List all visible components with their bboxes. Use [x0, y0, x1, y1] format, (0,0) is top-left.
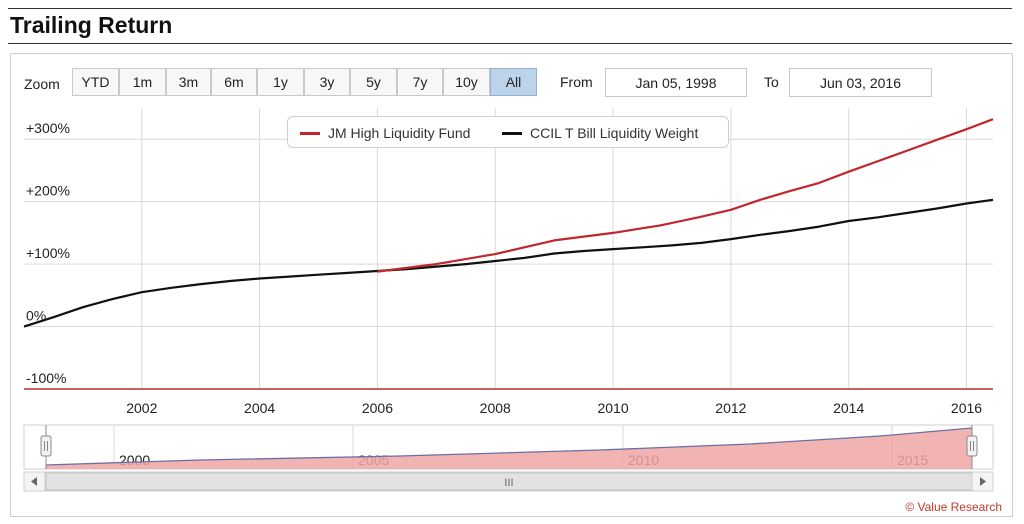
zoom-button-1y[interactable]: 1y [257, 68, 304, 96]
x-tick-label: 2004 [244, 400, 275, 416]
zoom-button-all[interactable]: All [490, 68, 537, 96]
zoom-button-5y[interactable]: 5y [350, 68, 397, 96]
series-line-fund [377, 118, 994, 273]
zoom-button-3m[interactable]: 3m [166, 68, 211, 96]
legend-item-fund[interactable]: JM High Liquidity Fund [300, 125, 470, 141]
navigator-handle-right[interactable] [966, 435, 978, 457]
zoom-button-6m[interactable]: 6m [211, 68, 257, 96]
zoom-button-10y[interactable]: 10y [443, 68, 490, 96]
zoom-button-3y[interactable]: 3y [304, 68, 350, 96]
from-label: From [560, 74, 593, 90]
x-tick-label: 2014 [833, 400, 864, 416]
legend-label-fund: JM High Liquidity Fund [328, 125, 471, 141]
x-tick-label: 2008 [480, 400, 511, 416]
zoom-label: Zoom [24, 76, 60, 92]
y-tick-label: 0% [26, 308, 46, 324]
x-tick-label: 2016 [951, 400, 982, 416]
top-rule [8, 8, 1012, 9]
zoom-button-1m[interactable]: 1m [119, 68, 166, 96]
legend-swatch-benchmark [502, 131, 522, 135]
chevron-right-icon [980, 477, 986, 486]
y-tick-label: +300% [26, 120, 70, 136]
series-line-benchmark [23, 198, 994, 328]
x-tick-label: 2002 [126, 400, 157, 416]
chart-legend: JM High Liquidity Fund CCIL T Bill Liqui… [287, 116, 729, 148]
scrollbar-grip: III [504, 477, 513, 489]
copyright-text: © Value Research [905, 500, 1002, 514]
page-title: Trailing Return [10, 12, 173, 38]
y-tick-label: -100% [26, 370, 66, 386]
navigator-handle-left[interactable] [40, 435, 52, 457]
y-tick-label: +100% [26, 245, 70, 261]
zoom-button-ytd[interactable]: YTD [72, 68, 119, 96]
to-date-input[interactable]: Jun 03, 2016 [789, 68, 932, 97]
navigator-line [45, 427, 973, 466]
chevron-left-icon [31, 477, 37, 486]
x-tick-label: 2006 [362, 400, 393, 416]
legend-swatch-fund [300, 131, 320, 135]
y-tick-label: +200% [26, 183, 70, 199]
x-tick-label: 2010 [597, 400, 628, 416]
legend-label-benchmark: CCIL T Bill Liquidity Weight [530, 125, 699, 141]
title-rule [8, 43, 1012, 44]
zoom-button-7y[interactable]: 7y [397, 68, 443, 96]
x-tick-label: 2012 [715, 400, 746, 416]
from-date-input[interactable]: Jan 05, 1998 [605, 68, 747, 97]
legend-item-benchmark[interactable]: CCIL T Bill Liquidity Weight [502, 125, 698, 141]
to-label: To [764, 74, 779, 90]
